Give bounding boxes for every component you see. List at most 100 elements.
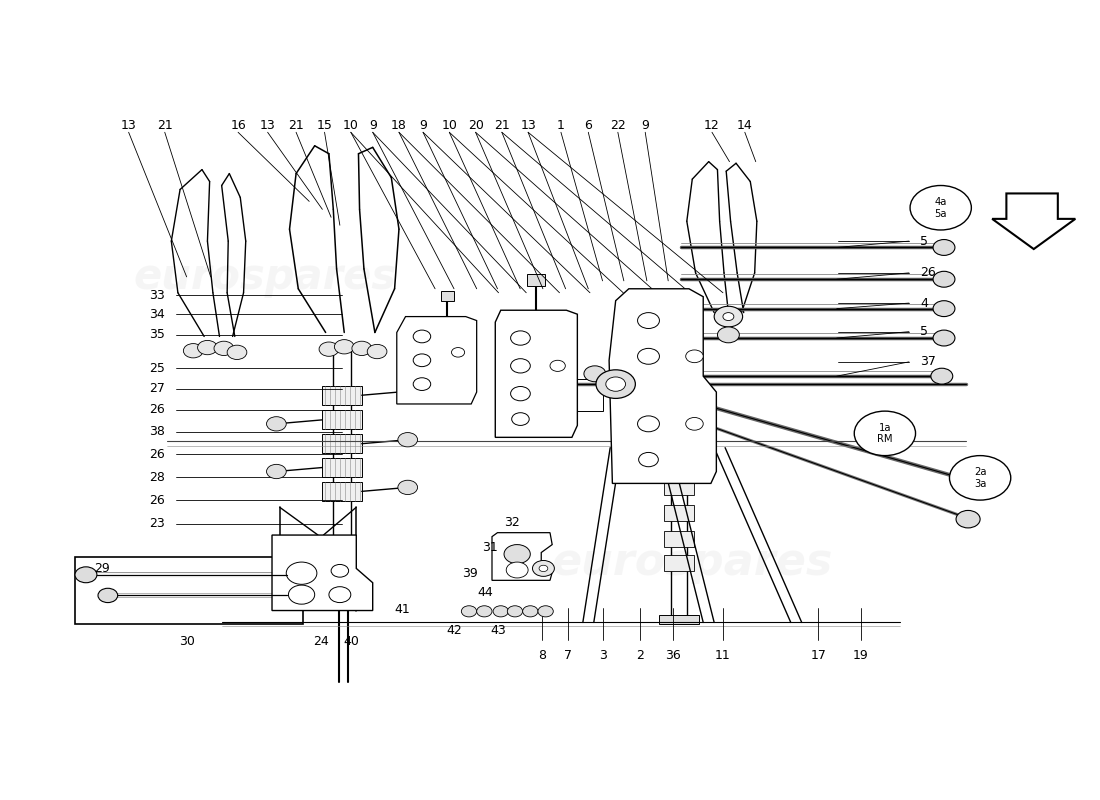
Circle shape [288, 585, 315, 604]
Text: 5: 5 [920, 234, 928, 248]
Circle shape [451, 347, 464, 357]
Circle shape [933, 330, 955, 346]
Circle shape [414, 330, 431, 342]
Text: 20: 20 [468, 119, 484, 133]
Text: 36: 36 [664, 650, 681, 662]
Text: 43: 43 [491, 624, 506, 637]
Circle shape [550, 360, 565, 371]
Text: 7: 7 [563, 650, 572, 662]
Circle shape [504, 545, 530, 564]
Bar [322, 410, 362, 430]
Circle shape [949, 456, 1011, 500]
Circle shape [723, 313, 734, 321]
Text: 35: 35 [148, 328, 165, 342]
Circle shape [510, 358, 530, 373]
Text: 10: 10 [343, 119, 359, 133]
Circle shape [227, 345, 246, 359]
Circle shape [714, 306, 742, 327]
Circle shape [933, 239, 955, 255]
Text: 9: 9 [419, 119, 427, 133]
Text: 13: 13 [520, 119, 536, 133]
Text: 31: 31 [482, 542, 497, 554]
Circle shape [198, 341, 218, 354]
Bar [575, 379, 603, 411]
Circle shape [638, 313, 659, 329]
Text: 32: 32 [504, 516, 519, 529]
Polygon shape [272, 535, 373, 610]
Text: 11: 11 [715, 650, 730, 662]
Text: 26: 26 [920, 266, 936, 279]
Bar [663, 505, 694, 521]
Circle shape [476, 606, 492, 617]
Text: 26: 26 [148, 447, 165, 461]
Text: eurospares: eurospares [551, 542, 833, 584]
Text: 25: 25 [148, 362, 165, 374]
Circle shape [960, 473, 987, 492]
Polygon shape [492, 533, 552, 580]
Text: 4: 4 [920, 297, 927, 310]
Circle shape [98, 588, 118, 602]
Circle shape [910, 186, 971, 230]
Polygon shape [609, 289, 716, 483]
Text: 39: 39 [462, 566, 477, 580]
Text: 40: 40 [343, 635, 360, 648]
Text: 34: 34 [148, 308, 165, 321]
Bar [441, 291, 453, 301]
Circle shape [638, 416, 659, 432]
Circle shape [334, 340, 354, 354]
Text: 15: 15 [317, 119, 332, 133]
Circle shape [931, 368, 953, 384]
Polygon shape [397, 317, 476, 404]
Text: 2: 2 [636, 650, 644, 662]
Circle shape [638, 348, 659, 364]
Bar [75, 557, 302, 624]
Polygon shape [992, 194, 1076, 249]
Text: 13: 13 [121, 119, 136, 133]
Text: 2a
3a: 2a 3a [974, 467, 987, 489]
Text: 1a
RM: 1a RM [877, 422, 893, 444]
Text: 23: 23 [148, 518, 165, 530]
Text: 5: 5 [920, 325, 928, 338]
Text: 1: 1 [557, 119, 565, 133]
Text: 14: 14 [737, 119, 752, 133]
Bar [322, 458, 362, 477]
Text: 3: 3 [598, 650, 606, 662]
Bar [663, 555, 694, 571]
Circle shape [461, 606, 476, 617]
Bar [663, 531, 694, 547]
Text: 13: 13 [260, 119, 275, 133]
Text: 9: 9 [641, 119, 649, 133]
Circle shape [266, 464, 286, 478]
Circle shape [414, 354, 431, 366]
Circle shape [398, 433, 418, 447]
Circle shape [933, 301, 955, 317]
Circle shape [398, 384, 418, 398]
Circle shape [507, 606, 522, 617]
Circle shape [539, 566, 548, 571]
Circle shape [331, 565, 349, 577]
Text: 10: 10 [441, 119, 458, 133]
Text: 16: 16 [230, 119, 246, 133]
Text: 29: 29 [95, 562, 110, 575]
Text: 18: 18 [390, 119, 407, 133]
Circle shape [493, 606, 508, 617]
Circle shape [367, 344, 387, 358]
Circle shape [584, 366, 606, 382]
Text: 4a
5a: 4a 5a [935, 197, 947, 218]
Circle shape [522, 606, 538, 617]
Circle shape [506, 562, 528, 578]
Text: 9: 9 [368, 119, 376, 133]
Circle shape [855, 411, 915, 456]
Text: 21: 21 [157, 119, 173, 133]
Text: 19: 19 [852, 650, 869, 662]
Circle shape [596, 370, 636, 398]
Circle shape [75, 567, 97, 582]
Circle shape [933, 271, 955, 287]
Circle shape [510, 386, 530, 401]
Circle shape [606, 377, 626, 391]
Text: 17: 17 [811, 650, 826, 662]
Text: 22: 22 [610, 119, 626, 133]
Circle shape [398, 480, 418, 494]
Bar [527, 274, 544, 286]
Text: 24: 24 [314, 635, 329, 648]
